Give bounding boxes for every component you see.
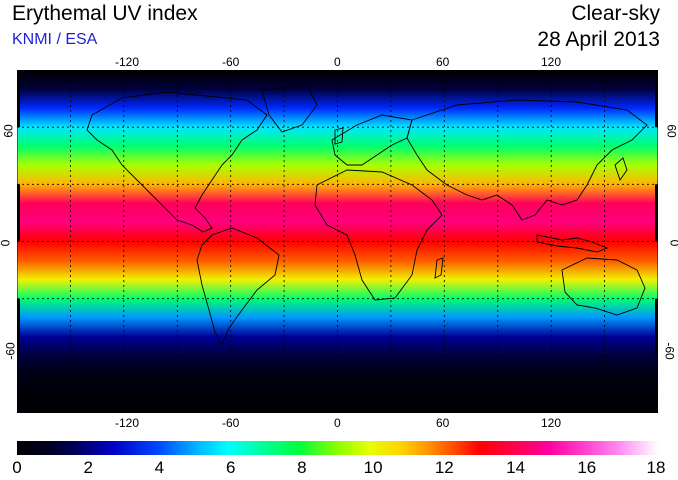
- data-source-label: KNMI / ESA: [12, 31, 98, 48]
- lat-tick-left: -60: [3, 342, 18, 360]
- colorbar-label: 14: [506, 458, 526, 477]
- lon-tick-top: -120: [115, 55, 140, 69]
- lon-tick-bottom: -60: [222, 416, 240, 430]
- south-america-outline: [196, 227, 280, 347]
- europe-outline: [331, 114, 413, 166]
- lon-tick-bottom: 60: [436, 416, 450, 430]
- map-title: Erythemal UV index: [12, 2, 198, 25]
- indonesia-outline: [536, 234, 609, 253]
- colorbar-label: 4: [154, 458, 165, 477]
- lon-tick-bottom: -120: [115, 416, 140, 430]
- lon-tick-top: -60: [222, 55, 240, 69]
- coastlines: [86, 84, 648, 347]
- lon-tick-top: 0: [334, 55, 341, 69]
- uv-index-map: [17, 70, 658, 413]
- australia-outline: [561, 257, 646, 316]
- lon-tick-top: 60: [436, 55, 450, 69]
- lat-tick-left: 60: [1, 124, 16, 138]
- lat-tick-right: -60: [662, 342, 677, 360]
- lat-tick-left: 0: [0, 240, 12, 247]
- north-america-outline: [86, 91, 268, 233]
- colorbar-label: 8: [297, 458, 307, 477]
- frame-ticks: [17, 70, 658, 413]
- africa-outline: [314, 169, 443, 301]
- lon-tick-bottom: 0: [334, 416, 341, 430]
- greenland-outline: [261, 84, 318, 133]
- colorbar-label: 18: [646, 458, 666, 477]
- lon-tick-top: 120: [541, 55, 562, 69]
- date-label: 28 April 2013: [537, 28, 660, 51]
- lat-tick-right: 0: [668, 240, 678, 247]
- colorbar-label: 12: [434, 458, 454, 477]
- graticule: [17, 70, 658, 413]
- uk-outline: [334, 127, 344, 145]
- sky-condition-label: Clear-sky: [571, 2, 660, 25]
- colorbar-label: 2: [83, 458, 93, 477]
- colorbar-label: 16: [577, 458, 597, 477]
- lon-tick-bottom: 120: [541, 416, 562, 430]
- asia-outline: [406, 99, 648, 221]
- uv-colorbar: [17, 441, 658, 455]
- colorbar-label: 0: [12, 458, 22, 477]
- colorbar-label: 6: [225, 458, 236, 477]
- lat-tick-right: 60: [664, 124, 678, 138]
- japan-outline: [614, 157, 628, 181]
- colorbar-label: 10: [363, 458, 383, 477]
- madagascar-outline: [434, 257, 444, 279]
